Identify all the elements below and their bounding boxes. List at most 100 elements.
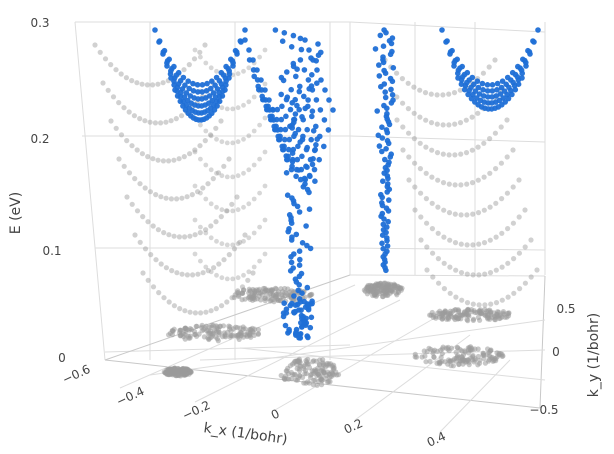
blue-band-point xyxy=(271,123,278,130)
gray-band-point xyxy=(499,297,505,303)
gray-floor-point xyxy=(178,327,184,333)
gray-band-point xyxy=(481,140,487,146)
gray-band-point xyxy=(241,204,246,210)
blue-cascade-point xyxy=(294,66,300,72)
gray-band-point xyxy=(493,267,499,273)
gray-band-point xyxy=(487,237,493,243)
gray-band-point xyxy=(475,144,481,150)
gray-floor-point xyxy=(242,332,248,338)
blue-cascade-point xyxy=(289,150,296,156)
gray-band-point xyxy=(482,302,488,308)
gray-band-point xyxy=(463,150,470,156)
gray-band-point xyxy=(250,270,256,276)
blue-low-point xyxy=(292,302,299,309)
gray-band-point xyxy=(150,82,156,88)
blue-band-point xyxy=(286,136,293,143)
gray-floor-point xyxy=(440,344,446,350)
blue-band-point xyxy=(219,93,226,99)
gray-band-point xyxy=(418,237,424,243)
gray-band-point xyxy=(458,212,464,218)
blue-band-point xyxy=(515,81,522,87)
gray-band-point xyxy=(257,122,262,128)
right-wall-hline xyxy=(349,21,546,33)
gray-floor-point xyxy=(256,293,262,299)
gray-band-point xyxy=(516,214,522,220)
gray-floor-point xyxy=(186,327,192,333)
gray-band-point xyxy=(214,204,219,210)
gray-floor-point xyxy=(235,332,241,338)
gray-band-point xyxy=(176,156,182,162)
gray-floor-point xyxy=(453,349,459,355)
gray-floor-point xyxy=(439,316,445,322)
blue-band-point xyxy=(484,82,491,88)
gray-band-point xyxy=(251,196,257,202)
gray-band-point xyxy=(155,227,161,233)
blue-cascade-point xyxy=(298,46,305,53)
blue-band-point xyxy=(172,87,178,93)
gray-floor-point xyxy=(319,373,325,379)
gray-band-point xyxy=(189,192,195,198)
blue-band-point xyxy=(489,88,496,94)
x-tick--0.6: −0.6 xyxy=(60,362,92,387)
gray-band-point xyxy=(148,252,154,258)
blue-low-point xyxy=(304,333,311,339)
gray-band-point xyxy=(121,105,127,111)
gray-band-point xyxy=(447,290,453,296)
gray-floor-point xyxy=(436,359,442,365)
blue-cascade-point xyxy=(304,144,311,151)
gray-band-point xyxy=(457,120,464,126)
gray-band-point xyxy=(132,232,138,238)
blue-cascade-point xyxy=(279,38,286,44)
blue-band-point xyxy=(222,87,228,93)
gray-band-point xyxy=(418,190,424,196)
blue-cascade-point xyxy=(299,290,305,297)
gray-band-point xyxy=(113,67,119,73)
gray-band-point xyxy=(463,117,469,123)
blue-band-point xyxy=(242,37,248,43)
gray-floor-point xyxy=(260,285,267,292)
gray-band-point xyxy=(219,207,225,213)
gray-band-point xyxy=(203,60,209,66)
gray-band-point xyxy=(166,299,172,305)
gray-floor-point xyxy=(208,331,214,337)
gray-band-point xyxy=(169,268,175,274)
gray-band-point xyxy=(137,239,143,245)
gray-floor-point xyxy=(496,352,502,358)
gray-band-point xyxy=(208,235,214,241)
gray-band-point xyxy=(211,265,217,271)
blue-band-point xyxy=(512,86,519,93)
blue-band-point xyxy=(301,93,307,100)
blue-column-point xyxy=(374,108,381,114)
blue-point-cloud xyxy=(152,27,541,341)
gray-band-point xyxy=(446,152,452,158)
blue-column-point xyxy=(380,43,387,49)
gray-band-point xyxy=(192,310,198,316)
gray-band-point xyxy=(510,256,517,262)
gray-band-point xyxy=(198,258,203,264)
blue-column-point xyxy=(389,78,396,85)
gray-floor-point xyxy=(291,289,297,295)
blue-band-point xyxy=(199,89,205,95)
gray-band-point xyxy=(163,265,169,271)
blue-column-point xyxy=(379,202,386,209)
gray-band-point xyxy=(406,130,412,136)
gray-band-point xyxy=(422,90,429,96)
gray-band-point xyxy=(469,147,475,153)
gray-floor-point xyxy=(500,309,506,315)
gray-band-point xyxy=(226,252,232,258)
gray-floor-point xyxy=(472,346,478,352)
gray-floor-point xyxy=(309,291,315,297)
blue-band-point xyxy=(279,103,285,110)
gray-band-point xyxy=(224,208,230,214)
blue-column-point xyxy=(384,129,391,136)
blue-band-point xyxy=(199,82,206,88)
blue-column-point xyxy=(378,83,384,90)
gray-band-point xyxy=(214,136,219,142)
gray-floor-point xyxy=(331,362,337,368)
gray-band-point xyxy=(475,110,481,116)
blue-band-point xyxy=(305,77,312,83)
gray-band-point xyxy=(434,150,441,156)
blue-band-point xyxy=(297,83,303,90)
gray-floor-point xyxy=(185,366,191,372)
z-tick-labels: 0.3 0.2 0.1 0 xyxy=(30,16,65,365)
